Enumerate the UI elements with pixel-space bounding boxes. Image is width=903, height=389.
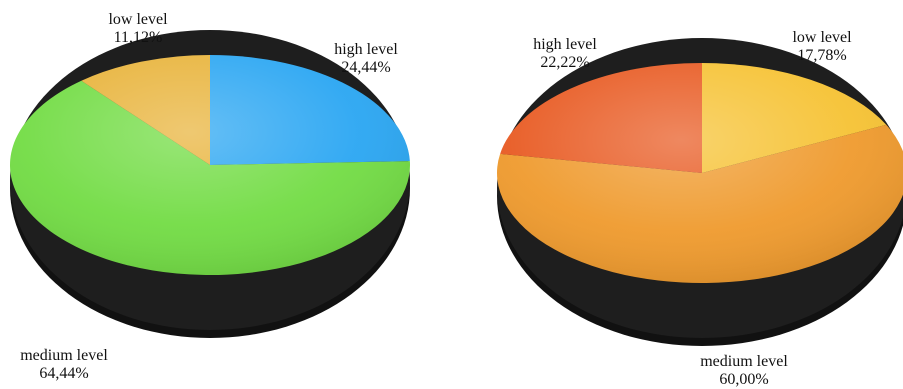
pie-right-value-low: 17,78% xyxy=(797,47,846,64)
pie-right-label-high: high level xyxy=(533,36,597,53)
pie-right-value-medium: 60,00% xyxy=(719,371,768,388)
pie-right-value-high: 22,22% xyxy=(540,54,589,71)
pie-left-shine xyxy=(10,55,410,275)
pie-left-label-medium: medium level xyxy=(20,347,108,364)
pie-right-label-low: low level xyxy=(792,29,852,46)
pie-left-value-high: 24,44% xyxy=(341,59,390,76)
pie-left-value-low: 11,12% xyxy=(114,29,163,46)
pie-left-value-medium: 64,44% xyxy=(39,365,88,382)
pie-left-label-high: high level xyxy=(334,41,398,58)
pie-left-label-low: low level xyxy=(108,11,168,28)
pie-right-shine xyxy=(497,63,903,283)
pie-right-label-medium: medium level xyxy=(700,353,788,370)
pie-chart-left: low level 11,12% high level 24,44% mediu… xyxy=(9,11,410,382)
pie-chart-right: high level 22,22% low level 17,78% mediu… xyxy=(496,29,903,388)
